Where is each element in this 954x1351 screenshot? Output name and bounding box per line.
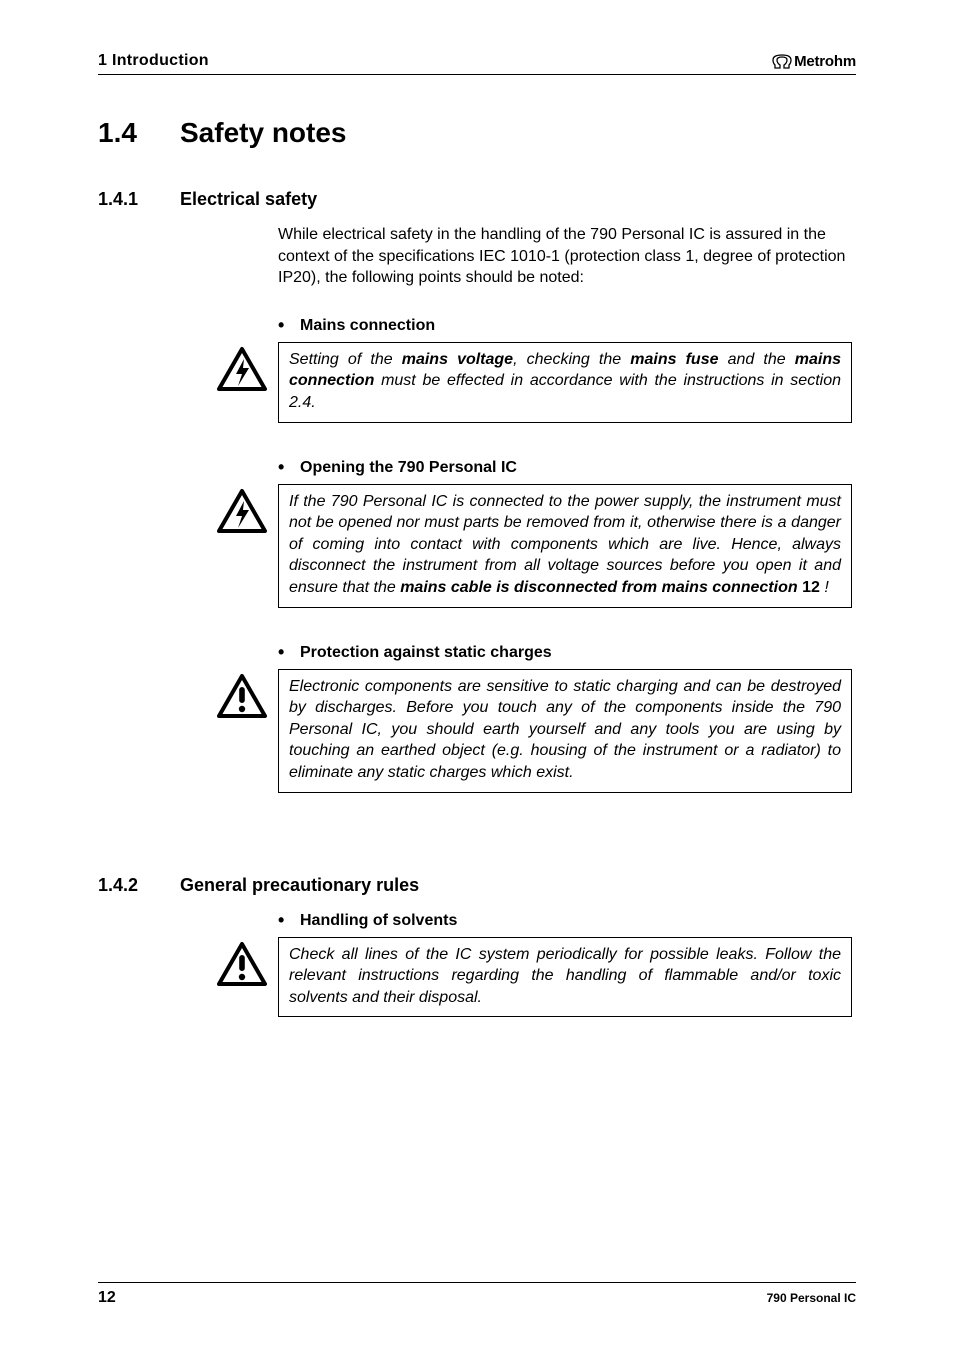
electrical-hazard-icon [216,488,268,534]
t: and the [719,351,795,368]
caution-icon [216,941,268,987]
subsection-heading: 1.4.2General precautionary rules [98,875,856,896]
chapter-header: 1 Introduction [98,52,209,70]
ref-num: 12 [802,579,820,596]
page-footer: 12 790 Personal IC [98,1282,856,1307]
subheading-title: General precautionary rules [180,875,419,895]
body-column: While electrical safety in the handling … [278,224,852,793]
top-bar: 1 Introduction Metrohm [98,52,856,75]
t: mains cable is disconnected from mains c… [400,579,797,596]
warning-box-solvents: Check all lines of the IC system periodi… [278,937,852,1018]
intro-paragraph: While electrical safety in the handling … [278,224,852,289]
subsection-heading: 1.4.1Electrical safety [98,189,856,210]
heading-number: 1.4 [98,117,180,149]
bullet-heading-mains: Mains connection [278,315,852,336]
t: ! [820,579,829,596]
t: mains fuse [630,351,718,368]
body-column: Handling of solvents Check all lines of … [278,910,852,1018]
t: Setting of the [289,351,402,368]
caution-icon [216,673,268,719]
t: mains voltage [402,351,513,368]
warning-mains: Setting of the mains voltage, checking t… [216,342,852,423]
warning-box-opening: If the 790 Personal IC is connected to t… [278,484,852,608]
brand-name: Metrohm [794,53,856,70]
electrical-hazard-icon [216,346,268,392]
page-number: 12 [98,1289,116,1307]
subheading-title: Electrical safety [180,189,317,209]
doc-title: 790 Personal IC [767,1291,856,1305]
warning-opening: If the 790 Personal IC is connected to t… [216,484,852,608]
warning-solvents: Check all lines of the IC system periodi… [216,937,852,1018]
bullet-heading-solvents: Handling of solvents [278,910,852,931]
warning-static: Electronic components are sensitive to s… [216,669,852,793]
page: 1 Introduction Metrohm 1.4Safety notes 1… [0,0,954,1351]
t: , checking the [513,351,630,368]
brand-logo: Metrohm [772,53,856,70]
heading-title: Safety notes [180,117,347,148]
subheading-number: 1.4.2 [98,875,180,896]
section-heading: 1.4Safety notes [98,117,856,149]
brand-omega-icon [772,54,792,69]
bullet-heading-opening: Opening the 790 Personal IC [278,457,852,478]
warning-box-static: Electronic components are sensitive to s… [278,669,852,793]
bullet-heading-static: Protection against static charges [278,642,852,663]
warning-box-mains: Setting of the mains voltage, checking t… [278,342,852,423]
subheading-number: 1.4.1 [98,189,180,210]
